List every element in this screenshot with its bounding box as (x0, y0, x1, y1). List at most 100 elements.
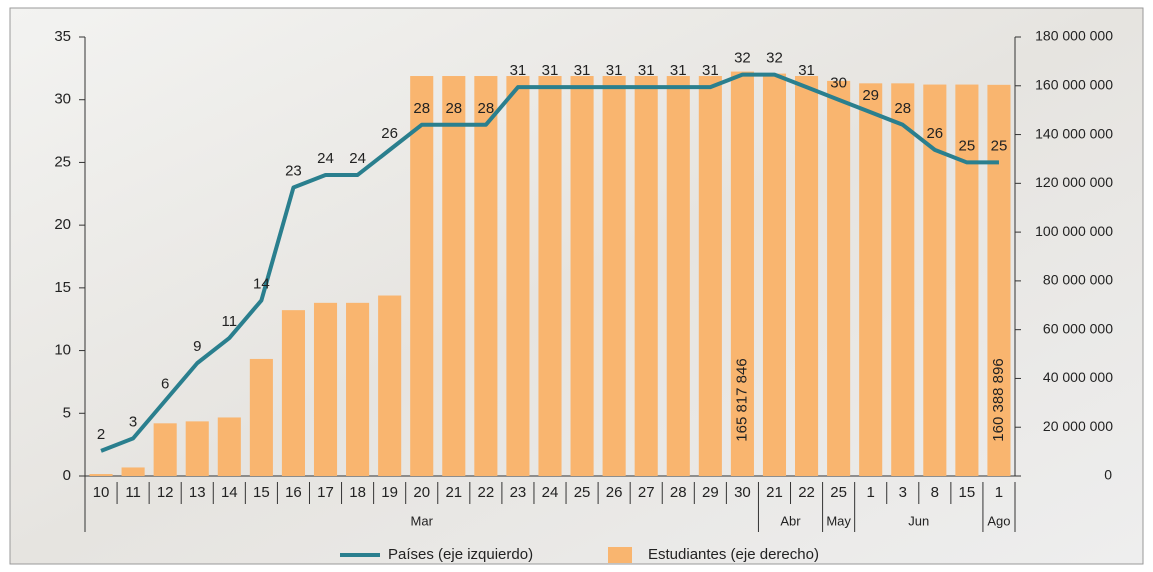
bar (89, 474, 112, 476)
legend-swatch (608, 547, 632, 563)
data-label: 32 (734, 50, 751, 67)
x-tick-label: 15 (959, 484, 976, 501)
x-tick-label: 30 (734, 484, 751, 501)
bar (282, 310, 305, 476)
x-tick-label: 21 (766, 484, 783, 501)
data-label: 31 (670, 62, 687, 79)
data-label: 31 (638, 62, 655, 79)
x-tick-label: 22 (478, 484, 495, 501)
data-label: 23 (285, 162, 302, 179)
y2-tick-label: 140 000 000 (1035, 125, 1113, 141)
data-label: 30 (830, 75, 847, 92)
bar (571, 76, 594, 476)
y2-tick-label: 0 (1104, 467, 1112, 483)
y-tick-label: 0 (63, 467, 71, 484)
data-label: 2 (97, 426, 105, 443)
y2-tick-label: 20 000 000 (1043, 418, 1113, 434)
x-tick-label: 1 (995, 484, 1003, 501)
bar (314, 303, 337, 476)
data-label: 9 (193, 338, 201, 355)
x-tick-label: 3 (899, 484, 907, 501)
bar (346, 303, 369, 476)
bar (635, 76, 658, 476)
bar (218, 417, 241, 476)
data-label: 28 (445, 100, 462, 117)
bar (154, 423, 177, 476)
bar (667, 76, 690, 476)
y-tick-label: 20 (54, 216, 71, 233)
value-label: 165 817 846 (733, 358, 750, 441)
data-label: 31 (702, 62, 719, 79)
chart: 05101520253035020 000 00040 000 00060 00… (0, 0, 1153, 572)
data-label: 6 (161, 376, 169, 393)
group-label: Jun (908, 513, 929, 528)
bar (250, 359, 273, 476)
x-tick-label: 10 (93, 484, 110, 501)
data-label: 28 (413, 100, 430, 117)
legend-label: Países (eje izquierdo) (388, 546, 533, 563)
x-tick-label: 8 (931, 484, 939, 501)
y2-tick-label: 180 000 000 (1035, 28, 1113, 44)
x-tick-label: 25 (574, 484, 591, 501)
bar (827, 81, 850, 476)
bar (891, 83, 914, 476)
x-tick-label: 13 (189, 484, 206, 501)
data-label: 31 (542, 62, 559, 79)
x-tick-label: 26 (606, 484, 623, 501)
data-label: 26 (381, 125, 398, 142)
x-tick-label: 1 (867, 484, 875, 501)
x-tick-label: 20 (413, 484, 430, 501)
data-label: 31 (798, 62, 815, 79)
group-label: Ago (987, 513, 1010, 528)
y-tick-label: 15 (54, 279, 71, 296)
x-tick-label: 11 (125, 484, 141, 501)
data-label: 25 (959, 137, 976, 154)
bar (506, 76, 529, 476)
x-tick-label: 14 (221, 484, 238, 501)
bar (795, 76, 818, 476)
x-tick-label: 16 (285, 484, 302, 501)
x-tick-label: 21 (445, 484, 462, 501)
y2-tick-label: 60 000 000 (1043, 320, 1113, 336)
y-tick-label: 30 (54, 91, 71, 108)
y2-tick-label: 100 000 000 (1035, 223, 1113, 239)
x-tick-label: 28 (670, 484, 687, 501)
x-tick-label: 29 (702, 484, 719, 501)
data-label: 11 (222, 313, 238, 330)
data-label: 31 (574, 62, 591, 79)
x-tick-label: 19 (381, 484, 398, 501)
data-label: 31 (510, 62, 527, 79)
data-label: 28 (478, 100, 495, 117)
data-label: 24 (349, 150, 366, 167)
y-tick-label: 25 (54, 153, 71, 170)
bar (699, 76, 722, 476)
bar (474, 76, 497, 476)
bar (763, 74, 786, 476)
y-tick-label: 5 (63, 404, 71, 421)
bar (442, 76, 465, 476)
bar (603, 76, 626, 476)
data-label: 25 (991, 137, 1008, 154)
x-tick-label: 23 (510, 484, 527, 501)
group-label: May (826, 513, 851, 528)
data-label: 14 (253, 275, 270, 292)
data-label: 29 (862, 87, 879, 104)
y-tick-label: 10 (54, 342, 71, 359)
y2-tick-label: 120 000 000 (1035, 174, 1113, 190)
data-label: 3 (129, 413, 137, 430)
data-label: 24 (317, 150, 334, 167)
bar (122, 467, 145, 476)
y-tick-label: 35 (54, 28, 71, 45)
value-label: 160 388 896 (990, 358, 1007, 441)
data-label: 32 (766, 50, 783, 67)
legend-label: Estudiantes (eje derecho) (648, 546, 819, 563)
x-tick-label: 12 (157, 484, 174, 501)
x-tick-label: 25 (830, 484, 847, 501)
data-label: 31 (606, 62, 623, 79)
x-tick-label: 15 (253, 484, 270, 501)
group-label: Mar (411, 513, 434, 528)
x-tick-label: 18 (349, 484, 366, 501)
data-label: 28 (894, 100, 911, 117)
group-label: Abr (780, 513, 801, 528)
bar (186, 421, 209, 476)
